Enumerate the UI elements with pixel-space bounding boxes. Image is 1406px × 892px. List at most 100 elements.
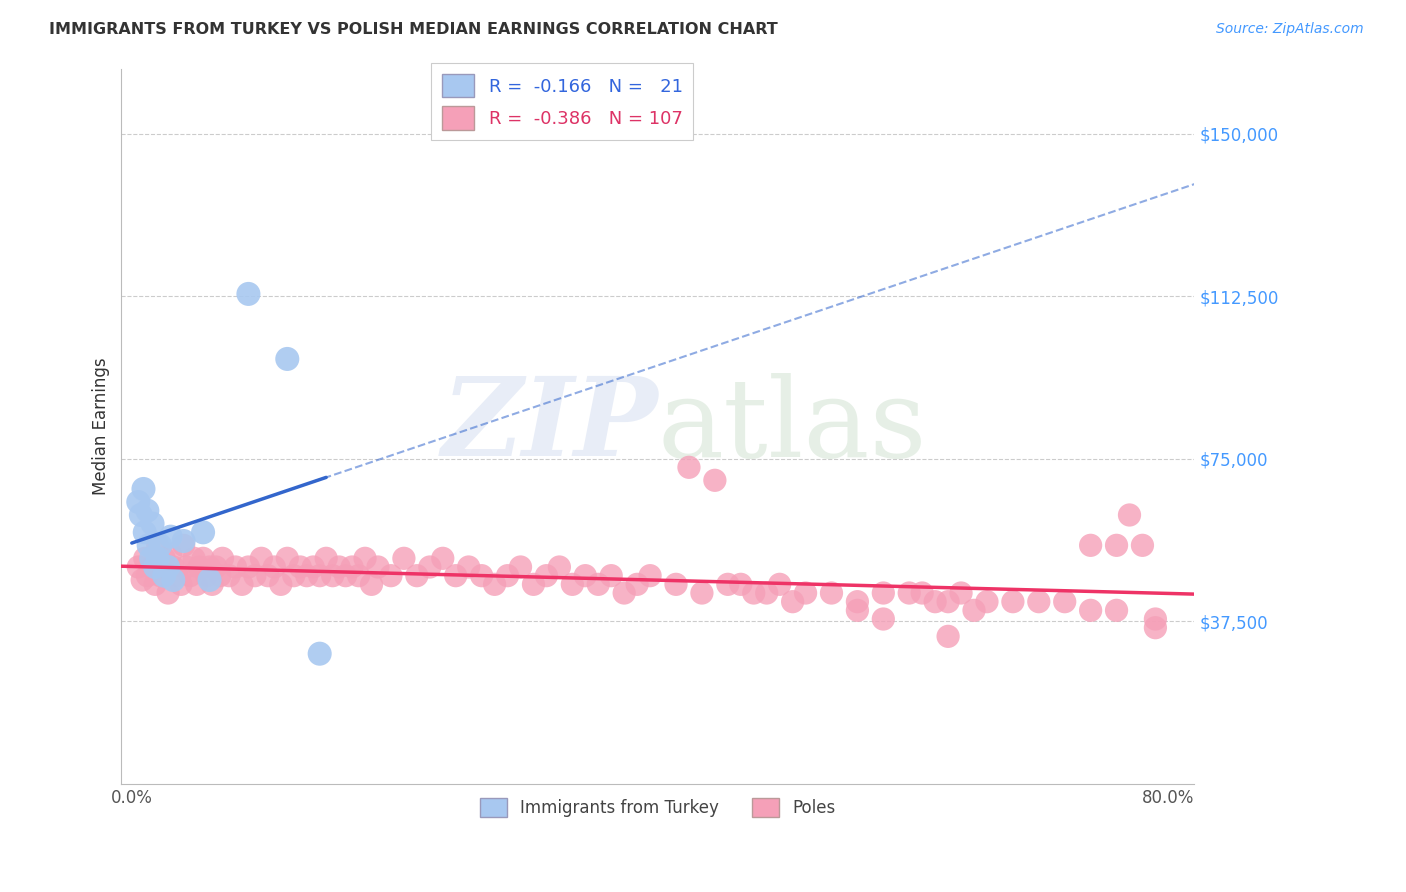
Point: [146, 538, 169, 552]
Point: [872, 586, 894, 600]
Point: [335, 568, 357, 582]
Point: [211, 551, 233, 566]
Point: [1028, 595, 1050, 609]
Point: [250, 551, 273, 566]
Point: [153, 551, 176, 566]
Point: [205, 560, 228, 574]
Point: [131, 573, 153, 587]
Point: [290, 560, 312, 574]
Point: [149, 568, 172, 582]
Point: [1132, 538, 1154, 552]
Point: [484, 577, 506, 591]
Point: [315, 551, 337, 566]
Point: [141, 516, 163, 531]
Point: [138, 538, 160, 552]
Point: [141, 560, 163, 574]
Point: [198, 560, 221, 574]
Point: [782, 595, 804, 609]
Point: [976, 595, 998, 609]
Point: [157, 560, 180, 574]
Point: [911, 586, 934, 600]
Point: [613, 586, 636, 600]
Point: [276, 351, 298, 366]
Point: [496, 568, 519, 582]
Point: [717, 577, 740, 591]
Point: [183, 551, 205, 566]
Point: [1144, 612, 1167, 626]
Point: [188, 560, 211, 574]
Point: [153, 568, 176, 582]
Point: [191, 525, 214, 540]
Point: [308, 647, 330, 661]
Point: [678, 460, 700, 475]
Point: [157, 586, 180, 600]
Y-axis label: Median Earnings: Median Earnings: [93, 358, 110, 495]
Point: [201, 577, 224, 591]
Point: [173, 538, 195, 552]
Point: [1053, 595, 1076, 609]
Point: [308, 568, 330, 582]
Point: [354, 551, 377, 566]
Legend: Immigrants from Turkey, Poles: Immigrants from Turkey, Poles: [472, 789, 844, 825]
Point: [769, 577, 792, 591]
Point: [1105, 603, 1128, 617]
Point: [340, 560, 363, 574]
Point: [162, 560, 184, 574]
Point: [638, 568, 661, 582]
Point: [405, 568, 427, 582]
Point: [432, 551, 454, 566]
Point: [143, 577, 166, 591]
Point: [1105, 538, 1128, 552]
Text: Source: ZipAtlas.com: Source: ZipAtlas.com: [1216, 22, 1364, 37]
Point: [536, 568, 558, 582]
Point: [238, 287, 260, 301]
Point: [191, 551, 214, 566]
Point: [276, 551, 298, 566]
Point: [755, 586, 778, 600]
Point: [574, 568, 596, 582]
Point: [509, 560, 531, 574]
Point: [166, 568, 188, 582]
Point: [872, 612, 894, 626]
Point: [129, 508, 152, 522]
Point: [846, 603, 869, 617]
Point: [302, 560, 325, 574]
Point: [186, 577, 208, 591]
Point: [522, 577, 544, 591]
Point: [179, 568, 201, 582]
Point: [149, 538, 172, 552]
Point: [170, 577, 193, 591]
Point: [162, 573, 184, 587]
Point: [195, 568, 218, 582]
Point: [820, 586, 842, 600]
Point: [159, 547, 181, 561]
Point: [561, 577, 583, 591]
Point: [367, 560, 389, 574]
Point: [360, 577, 382, 591]
Point: [198, 573, 221, 587]
Point: [136, 568, 159, 582]
Point: [1080, 603, 1102, 617]
Point: [243, 568, 266, 582]
Point: [159, 530, 181, 544]
Point: [173, 533, 195, 548]
Point: [231, 577, 253, 591]
Point: [950, 586, 973, 600]
Point: [600, 568, 623, 582]
Point: [380, 568, 402, 582]
Text: ZIP: ZIP: [441, 372, 658, 480]
Point: [936, 595, 959, 609]
Point: [322, 568, 344, 582]
Point: [134, 525, 156, 540]
Point: [690, 586, 713, 600]
Point: [742, 586, 765, 600]
Point: [141, 551, 163, 566]
Text: atlas: atlas: [658, 373, 928, 480]
Point: [703, 473, 725, 487]
Point: [1080, 538, 1102, 552]
Point: [471, 568, 494, 582]
Point: [134, 551, 156, 566]
Point: [626, 577, 648, 591]
Point: [419, 560, 441, 574]
Point: [1144, 621, 1167, 635]
